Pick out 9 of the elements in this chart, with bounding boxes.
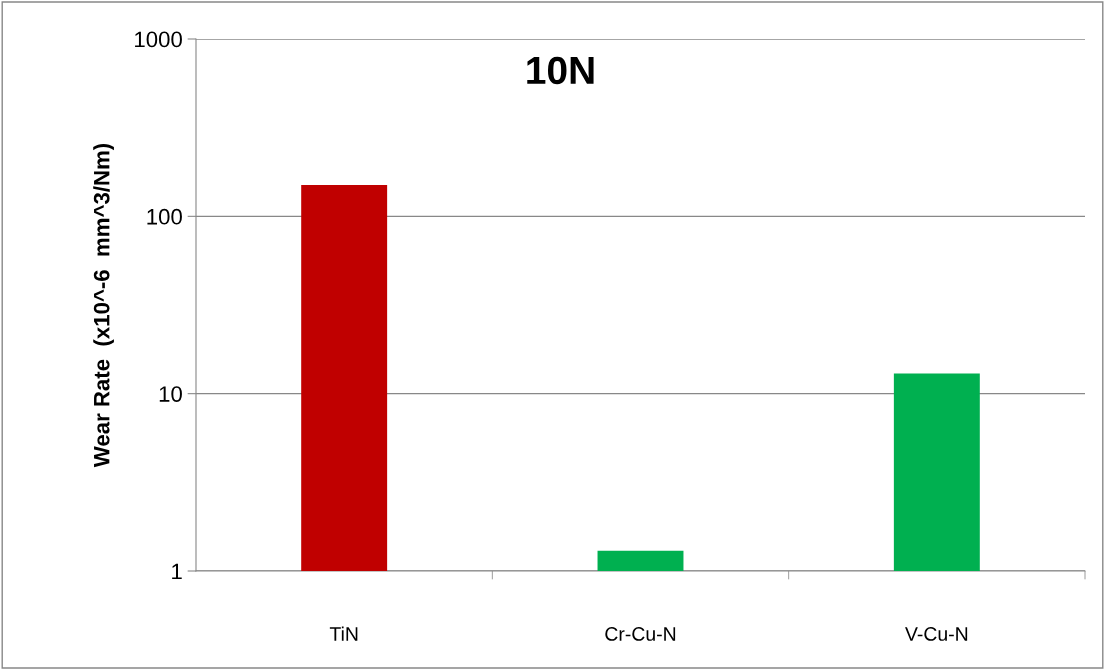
y-tick-label: 100: [147, 208, 182, 225]
y-tick-label: 1000: [135, 31, 182, 48]
y-axis-title: Wear Rate (x10^-6 mm^3/Nm): [93, 143, 114, 468]
y-tick-label: 1: [172, 563, 182, 580]
x-tick-label: V-Cu-N: [905, 627, 968, 641]
y-tick-label: 10: [159, 386, 182, 402]
chart-title: 10N: [527, 56, 594, 85]
x-tick-label: TiN: [329, 626, 358, 641]
x-tick-label: Cr-Cu-N: [605, 627, 676, 641]
